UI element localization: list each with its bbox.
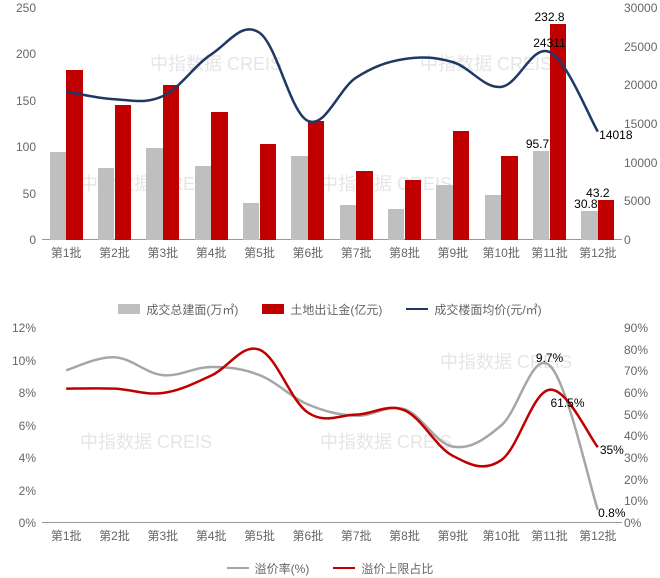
data-label: 24311 [533, 36, 565, 50]
x-category: 第10批 [482, 527, 519, 544]
x-category: 第6批 [292, 527, 323, 544]
data-label: 30.8 [574, 197, 597, 211]
legend-item-line2: 溢价上限占比 [333, 558, 433, 578]
data-label: 61.5% [550, 396, 584, 410]
x-category: 第10批 [482, 244, 519, 261]
data-label: 14018 [599, 128, 632, 142]
x-category: 第12批 [579, 244, 616, 261]
legend-item-line1: 溢价率(%) [227, 558, 310, 578]
x-category: 第2批 [99, 244, 130, 261]
x-category: 第4批 [196, 244, 227, 261]
x-category: 第8批 [389, 244, 420, 261]
data-label: 232.8 [534, 10, 564, 24]
legend-label-line: 成交楼面均价(元/㎡) [434, 301, 541, 318]
bottom-left-axis: 0%2%4%6%8%10%12% [0, 318, 40, 558]
x-category: 第5批 [244, 244, 275, 261]
bottom-legend: 溢价率(%) 溢价上限占比 [0, 558, 660, 578]
legend-item-bar1: 成交总建面(万㎡) [118, 300, 238, 318]
x-category: 第4批 [196, 527, 227, 544]
x-category: 第11批 [531, 527, 567, 544]
legend-label-line2: 溢价上限占比 [361, 560, 433, 577]
legend-label-line1: 溢价率(%) [255, 560, 310, 577]
x-category: 第11批 [531, 244, 567, 261]
x-category: 第3批 [147, 244, 178, 261]
data-label: 0.8% [598, 506, 625, 520]
top-chart-panel: 中指数据 CREIS 中指数据 CREIS 中指数据 CREIS 中指数据 CR… [0, 0, 660, 300]
top-left-axis: 050100150200250 [0, 0, 40, 300]
x-category: 第6批 [292, 244, 323, 261]
data-label: 95.7 [526, 137, 549, 151]
x-category: 第9批 [437, 527, 468, 544]
legend-item-line: 成交楼面均价(元/㎡) [406, 300, 541, 318]
x-category: 第5批 [244, 527, 275, 544]
legend-label-bar2: 土地出让金(亿元) [290, 301, 382, 318]
legend-item-bar2: 土地出让金(亿元) [262, 300, 382, 318]
x-category: 第9批 [437, 244, 468, 261]
x-category: 第12批 [579, 527, 616, 544]
line-avg-price [66, 29, 598, 131]
top-legend: 成交总建面(万㎡) 土地出让金(亿元) 成交楼面均价(元/㎡) [0, 300, 660, 318]
legend-label-bar1: 成交总建面(万㎡) [146, 301, 238, 318]
top-right-axis: 050001000015000200002500030000 [620, 0, 660, 300]
data-label: 35% [600, 443, 624, 457]
x-category: 第1批 [51, 244, 82, 261]
x-category: 第7批 [341, 527, 372, 544]
data-label: 9.7% [536, 351, 563, 365]
x-category: 第3批 [147, 527, 178, 544]
line-cap-ratio [66, 349, 598, 467]
x-category: 第1批 [51, 527, 82, 544]
x-category: 第2批 [99, 527, 130, 544]
x-category: 第8批 [389, 527, 420, 544]
bottom-chart-panel: 中指数据 CREIS 中指数据 CREIS 中指数据 CREIS 0%2%4%6… [0, 318, 660, 558]
x-category: 第7批 [341, 244, 372, 261]
bottom-right-axis: 0%10%20%30%40%50%60%70%80%90% [620, 318, 660, 558]
